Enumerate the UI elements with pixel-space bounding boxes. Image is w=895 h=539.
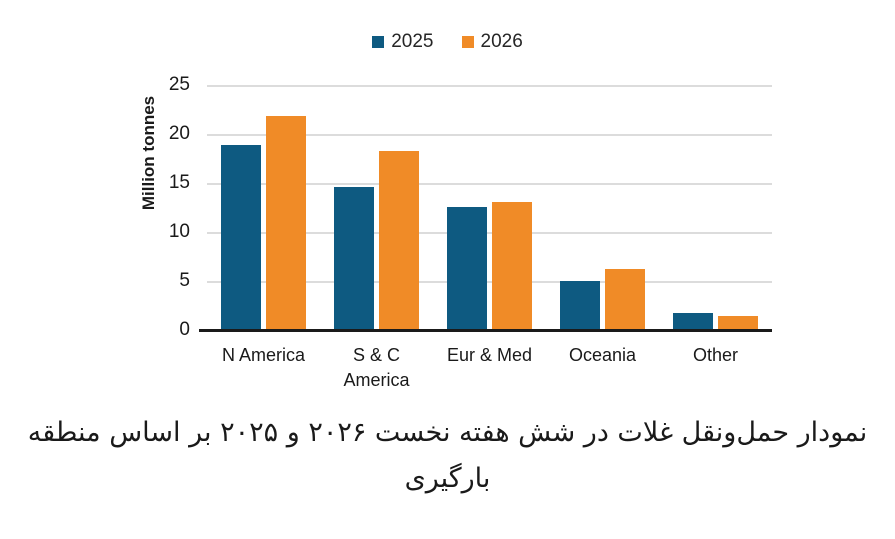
bar-2025-n-america bbox=[221, 144, 261, 331]
plot-area: Million tonnes 0 5 10 15 20 25 N America S & C … bbox=[139, 74, 772, 390]
legend-label-2026: 2026 bbox=[480, 31, 523, 52]
gridline-10 bbox=[207, 232, 772, 234]
caption: نمودار حمل‌ونقل غلات در شش هفته نخست ۲۰۲… bbox=[27, 417, 868, 494]
x-tick-label-eur-med: Eur & Med bbox=[446, 345, 533, 365]
y-tick-label-15: 15 bbox=[168, 172, 190, 193]
x-tick-label-n-america: N America bbox=[221, 345, 306, 365]
bar-2026-eur-med bbox=[492, 201, 532, 331]
bar-2026-other bbox=[718, 316, 758, 331]
y-tick-label-25: 25 bbox=[168, 74, 190, 95]
x-axis-line bbox=[199, 329, 772, 332]
legend-item-2026: 2026 bbox=[461, 31, 523, 53]
y-tick-label-10: 10 bbox=[168, 221, 190, 242]
bar-2026-n-america bbox=[266, 116, 306, 331]
y-tick-label-0: 0 bbox=[179, 319, 190, 340]
bar-2025-other bbox=[673, 313, 713, 331]
legend-item-2025: 2025 bbox=[372, 31, 434, 53]
bar-2026-s-c-america bbox=[379, 150, 419, 331]
bar-2025-s-c-america bbox=[334, 186, 374, 331]
y-tick-label-20: 20 bbox=[168, 123, 190, 144]
bar-2025-eur-med bbox=[447, 206, 487, 331]
x-tick-label-other: Other bbox=[692, 345, 739, 365]
gridline-20 bbox=[207, 134, 772, 136]
chart-legend: 2025 2026 bbox=[0, 31, 895, 53]
bar-2026-oceania bbox=[605, 269, 645, 331]
legend-swatch-2025-icon bbox=[372, 36, 385, 48]
y-tick-label-5: 5 bbox=[179, 270, 190, 291]
x-tick-label-s-c-america: S & C America bbox=[343, 345, 410, 391]
legend-swatch-2026-icon bbox=[461, 36, 474, 48]
x-tick-label-oceania: Oceania bbox=[568, 345, 637, 365]
gridline-25 bbox=[207, 85, 772, 87]
gridline-5 bbox=[207, 281, 772, 283]
legend-label-2025: 2025 bbox=[391, 31, 434, 52]
gridline-15 bbox=[207, 183, 772, 185]
bar-2025-oceania bbox=[560, 281, 600, 331]
y-axis-title: Million tonnes bbox=[139, 95, 158, 211]
